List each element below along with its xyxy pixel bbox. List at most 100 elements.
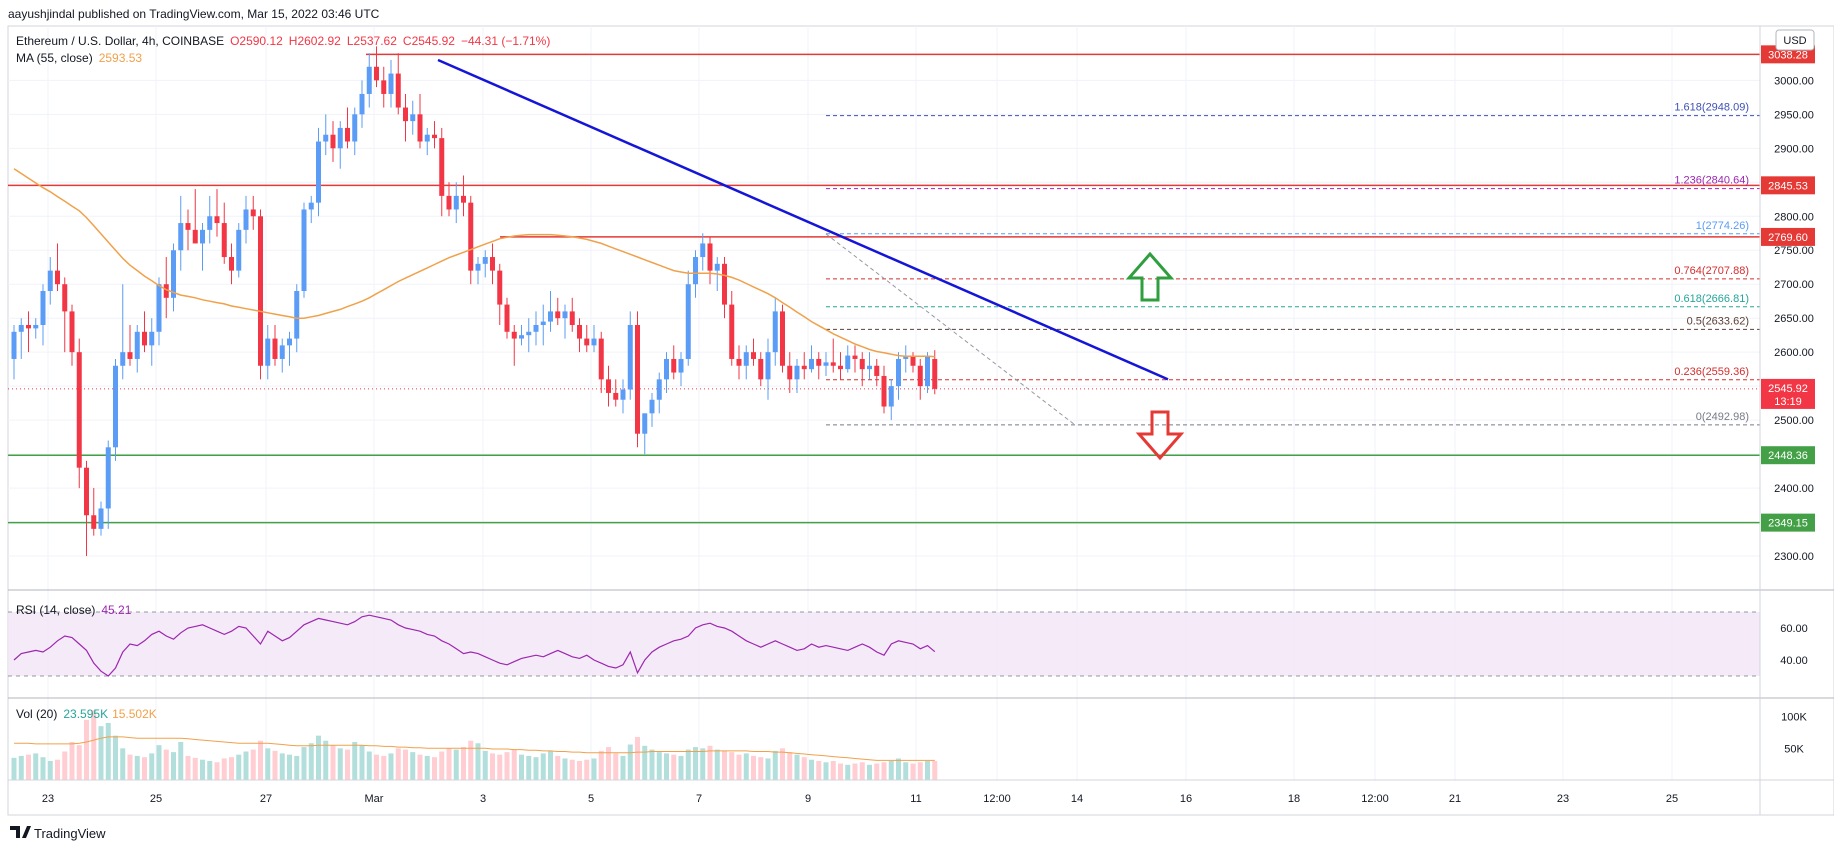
volume-bar [33,753,39,780]
volume-legend[interactable]: Vol (20) 23.595K 15.502K [16,707,157,721]
candle-body [446,195,452,210]
support-tag-label: 2349.15 [1768,518,1808,530]
volume-bar [700,748,706,780]
volume-bar [859,762,865,780]
candle-body [845,355,851,370]
volume-bar [250,749,256,780]
candle-body [105,447,111,509]
volume-bar [229,757,234,780]
rsi-legend[interactable]: RSI (14, close) 45.21 [16,603,132,617]
candle-body [823,362,829,366]
volume-bar [888,761,894,780]
volume-bar [881,762,887,780]
candle-body [743,352,749,366]
ma-value: 2593.53 [99,51,143,65]
volume-bar [439,751,445,780]
price-tick-label: 2300.00 [1774,551,1814,563]
candle-body [606,379,611,393]
price-tick-label: 2650.00 [1774,313,1814,325]
candle-body [120,352,126,366]
fib-label: 1.236(2840.64) [1674,175,1749,187]
volume-bar [11,757,17,780]
volume-bar [765,758,771,780]
volume-bar [461,747,466,780]
volume-bar [272,750,278,780]
fib-connector [825,233,1076,426]
candle-body [852,355,858,359]
candle-body [584,338,590,346]
candle-body [453,195,459,210]
volume-bar [685,749,691,780]
candle-body [562,311,568,319]
resistance-tag-label: 2845.53 [1768,180,1808,192]
current-price-label: 2545.92 [1768,383,1808,395]
volume-bar [743,753,749,780]
candle-body [656,379,662,400]
candle-body [461,195,466,203]
candle-body [11,331,17,359]
candle-body [207,216,213,230]
candle-body [649,399,655,414]
candle-body [729,304,735,359]
support-tag [1761,446,1815,465]
candle-body [772,311,778,353]
candle-body [627,324,633,390]
volume-bar [381,755,387,780]
price-axis[interactable]: 2300.002350.002400.002450.002500.002550.… [1774,75,1814,563]
volume-bar [635,736,640,780]
volume-ma-value: 15.502K [112,707,157,721]
volume-bar [345,749,350,780]
candle-body [635,324,640,434]
candle-body [279,345,285,359]
support-tag-label: 2448.36 [1768,450,1808,462]
time-tick-label: 14 [1071,793,1083,805]
time-tick-label: 16 [1180,793,1192,805]
candle-body [178,223,184,251]
volume-bar [482,750,488,780]
volume-label: Vol (20) [16,707,57,721]
volume-bar [678,755,684,780]
currency-label: USD [1783,35,1806,47]
volume-tick-label: 50K [1784,743,1804,755]
volume-bar [18,755,24,780]
volume-bar [316,735,321,780]
volume-bar [279,753,285,780]
volume-bar [446,748,452,780]
candle-body [765,352,771,380]
volume-bar [584,759,590,780]
volume-bar [337,748,343,780]
time-tick-label: 7 [696,793,702,805]
fib-label: 0.5(2633.62) [1687,315,1749,327]
volume-bar [780,748,785,780]
currency-button[interactable]: USD [1775,29,1815,51]
volume-bar [236,754,242,780]
price-tick-label: 3000.00 [1774,75,1814,87]
volume-bar [287,754,292,780]
volume-bar [526,755,532,780]
time-axis[interactable]: 23 25 27 Mar 3 5 7 9 11 12:00 14 16 18 12:00 21 23 25 [42,793,1678,805]
candle-body [171,250,176,298]
candle-body [439,138,445,196]
volume-bar [374,754,379,780]
candle-body [519,335,524,339]
tradingview-logo-icon [10,826,31,838]
volume-bar [925,761,930,780]
candle-body [482,257,488,264]
symbol-name: Ethereum / U.S. Dollar, 4h, COINBASE [16,34,224,48]
candle-body [932,358,938,389]
candle-body [76,352,82,468]
volume-bar [352,742,358,780]
ohlc-close: C2545.92 [403,34,455,48]
candle-body [221,223,227,258]
symbol-legend[interactable]: Ethereum / U.S. Dollar, 4h, COINBASE O259… [16,34,550,65]
candle-body [888,386,894,407]
tradingview-logo[interactable]: TradingView [10,826,106,841]
time-tick-label: 9 [805,793,811,805]
candle-body [185,223,191,230]
volume-bar [714,749,720,780]
volume-bar [816,761,822,780]
candle-body [591,338,597,346]
candle-body [700,243,706,258]
candle-body [26,324,31,329]
